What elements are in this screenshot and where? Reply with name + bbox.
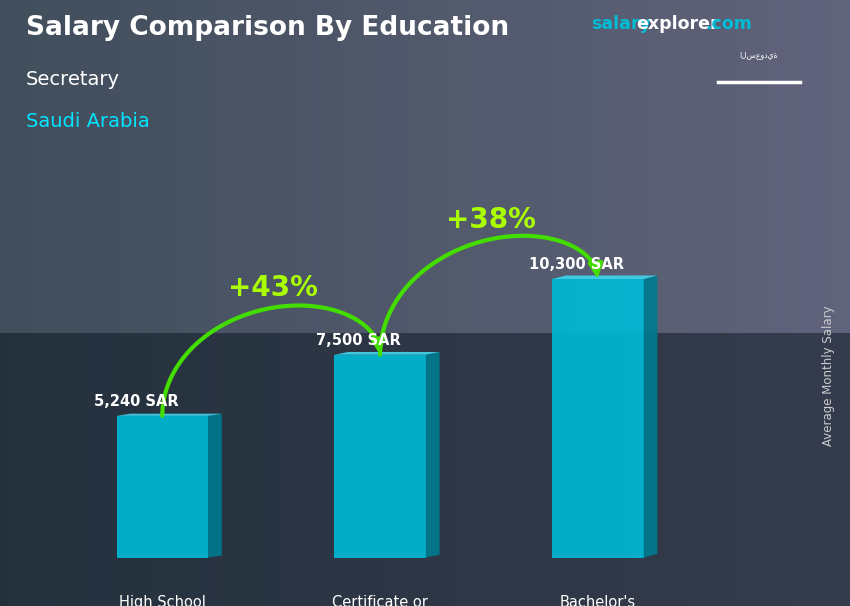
Text: explorer: explorer: [636, 15, 718, 33]
Text: Average Monthly Salary: Average Monthly Salary: [822, 305, 836, 446]
Text: +38%: +38%: [445, 206, 536, 234]
Text: Certificate or
Diploma: Certificate or Diploma: [332, 595, 428, 606]
Text: السعودية: السعودية: [740, 50, 778, 59]
Polygon shape: [334, 355, 426, 558]
Text: 5,240 SAR: 5,240 SAR: [94, 394, 178, 409]
Text: Secretary: Secretary: [26, 70, 120, 88]
Text: +43%: +43%: [228, 275, 318, 302]
Text: salary: salary: [591, 15, 650, 33]
Polygon shape: [116, 414, 222, 416]
Polygon shape: [334, 352, 439, 355]
Polygon shape: [0, 333, 850, 606]
Text: 10,300 SAR: 10,300 SAR: [529, 258, 624, 272]
Polygon shape: [116, 416, 208, 558]
Text: Saudi Arabia: Saudi Arabia: [26, 112, 150, 131]
Polygon shape: [552, 279, 643, 558]
Polygon shape: [643, 276, 657, 558]
Text: High School: High School: [119, 595, 206, 606]
Polygon shape: [208, 414, 222, 558]
Polygon shape: [426, 352, 439, 558]
Polygon shape: [552, 276, 657, 279]
Text: Salary Comparison By Education: Salary Comparison By Education: [26, 15, 508, 41]
Text: Bachelor's
Degree: Bachelor's Degree: [560, 595, 636, 606]
Text: .com: .com: [706, 15, 752, 33]
Text: 7,500 SAR: 7,500 SAR: [316, 333, 400, 348]
